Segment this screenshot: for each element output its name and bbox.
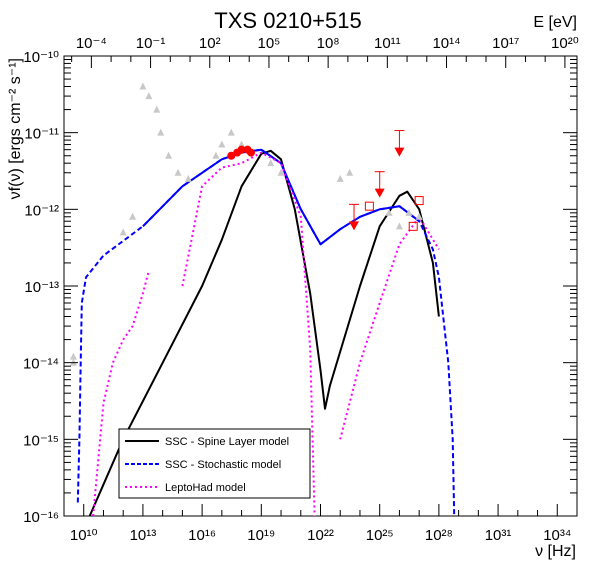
top-tick-label: 10⁸ (317, 35, 340, 52)
y-tick-label: 10⁻¹⁴ (23, 356, 59, 373)
leptohad-model-line (181, 151, 316, 517)
top-tick-label: 10¹⁷ (492, 35, 519, 52)
data-point (246, 148, 255, 157)
top-tick-label: 10⁻¹ (136, 35, 166, 52)
data-point (385, 208, 393, 216)
data-markers (69, 82, 424, 366)
top-tick-label: 10⁵ (257, 35, 280, 52)
model-lines (76, 148, 456, 517)
axis-ticks: 10¹⁰ 10¹³ 10¹⁶ 10¹⁹ 10²² 10²⁵ 10²⁸ 10³¹ 10³⁴ 10⁻⁴… (23, 35, 579, 544)
top-tick-label: 10²⁰ (551, 35, 579, 52)
data-point (227, 128, 235, 136)
data-point (119, 228, 127, 236)
y-tick-label: 10⁻¹⁶ (23, 509, 59, 526)
data-point (157, 128, 165, 136)
data-point (395, 222, 403, 230)
data-point (153, 105, 161, 113)
data-point (364, 201, 374, 211)
top-axis-label: E [eV] (533, 14, 577, 31)
data-point (238, 140, 246, 148)
y-tick-label: 10⁻¹¹ (24, 126, 59, 143)
y-tick-label: 10⁻¹³ (24, 279, 59, 296)
data-point (336, 174, 344, 182)
top-tick-label: 10² (199, 35, 221, 52)
x-tick-label: 10³¹ (485, 527, 512, 544)
data-point (277, 168, 285, 176)
top-tick-label: 10¹¹ (374, 35, 401, 52)
chart-legend: SSC - Spine Layer model SSC - Stochastic … (118, 428, 311, 499)
data-point (165, 151, 173, 159)
data-point (374, 188, 385, 198)
data-point (346, 168, 354, 176)
x-tick-label: 10²⁵ (366, 527, 394, 544)
data-point (414, 196, 424, 206)
legend-label: SSC - Spine Layer model (165, 436, 289, 448)
data-point (212, 151, 220, 159)
ssc-spine-layer-model-line (88, 149, 440, 517)
data-point (408, 221, 418, 231)
data-point (405, 208, 413, 216)
y-axis-label: νf(ν) [ergs cm⁻² s⁻¹] (7, 58, 24, 199)
legend-label: SSC - Stochastic model (165, 459, 281, 471)
data-point (145, 92, 153, 100)
y-tick-label: 10⁻¹⁵ (23, 432, 59, 449)
x-tick-label: 10¹⁰ (70, 527, 98, 544)
data-point (394, 147, 405, 157)
data-point (139, 82, 147, 90)
y-tick-label: 10⁻¹⁰ (23, 49, 59, 66)
x-axis-label: ν [Hz] (535, 543, 576, 560)
y-tick-label: 10⁻¹² (24, 202, 59, 219)
x-tick-label: 10²⁸ (425, 527, 453, 544)
x-tick-label: 10¹⁹ (247, 527, 275, 544)
chart-title: TXS 0210+515 (214, 8, 361, 33)
legend-label: LeptoHad model (165, 482, 246, 494)
data-point (227, 151, 236, 160)
data-point (218, 140, 226, 148)
data-point (174, 168, 182, 176)
leptohad-model-line (339, 215, 440, 440)
data-point (267, 159, 275, 167)
x-tick-label: 10¹³ (130, 527, 157, 544)
data-point (69, 352, 77, 360)
data-point (184, 174, 192, 182)
data-point (237, 145, 246, 154)
x-tick-label: 10²² (307, 527, 334, 544)
x-tick-label: 10¹⁶ (188, 527, 216, 544)
x-tick-label: 10³⁴ (543, 527, 571, 544)
data-point (415, 212, 423, 220)
top-tick-label: 10¹⁴ (432, 35, 460, 52)
top-tick-label: 10⁻⁴ (76, 35, 107, 52)
ssc-stochastic-model-line (142, 148, 420, 246)
leptohad-model-line (92, 270, 150, 517)
data-point (129, 212, 137, 220)
data-point (349, 221, 360, 231)
